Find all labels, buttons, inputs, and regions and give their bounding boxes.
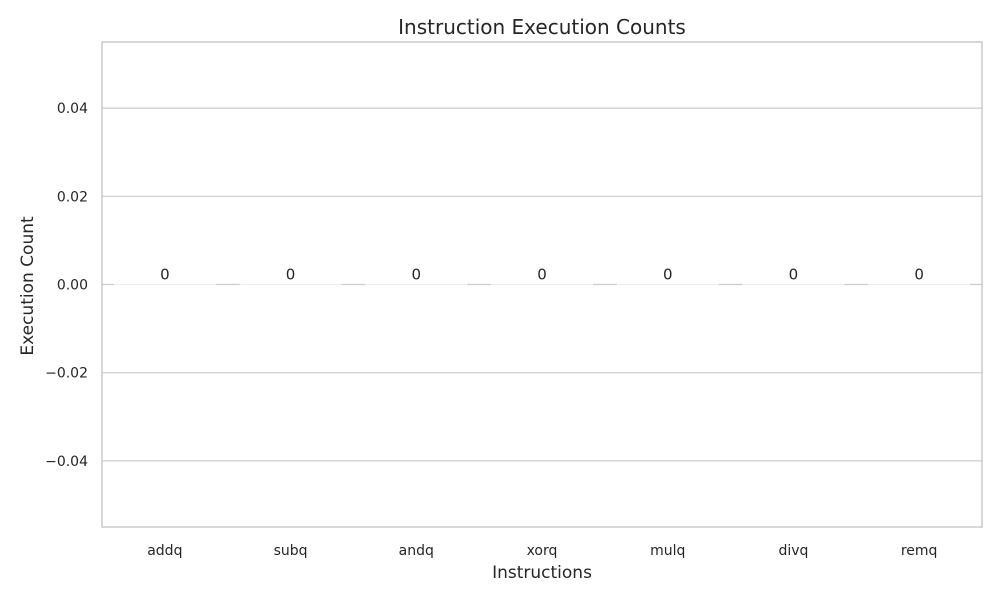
x-tick-label: xorq	[527, 543, 558, 559]
y-tick-label: −0.02	[45, 366, 88, 382]
bars	[114, 283, 970, 286]
data-label-subq: 0	[286, 266, 296, 284]
x-tick-label: addq	[147, 543, 182, 559]
x-tick-label: mulq	[650, 543, 685, 559]
data-label-divq: 0	[789, 266, 799, 284]
y-tick-label: 0.04	[57, 101, 88, 117]
bar-andq	[365, 283, 468, 286]
x-tick-label: divq	[778, 543, 808, 559]
plot-frame	[101, 41, 983, 528]
data-label-andq: 0	[412, 266, 422, 284]
data-label-mulq: 0	[663, 266, 673, 284]
y-tick-label: 0.00	[57, 278, 88, 294]
x-axis-label: Instructions	[492, 563, 592, 583]
bar-divq	[742, 283, 845, 286]
x-tick-label: andq	[399, 543, 434, 559]
bar-xorq	[491, 283, 593, 286]
bar-addq	[114, 283, 216, 286]
y-tick-labels: −0.04 −0.02 0.00 0.02 0.04	[45, 101, 88, 470]
y-tick-label: −0.04	[45, 454, 88, 470]
bar-remq	[868, 283, 970, 286]
x-tick-label: subq	[274, 543, 308, 559]
data-label-addq: 0	[160, 266, 170, 284]
chart-title: Instruction Execution Counts	[398, 15, 686, 39]
y-tick-label: 0.02	[57, 189, 88, 205]
data-label-xorq: 0	[537, 266, 547, 284]
x-tick-labels: addq subq andq xorq mulq divq remq	[147, 543, 937, 559]
bar-subq	[239, 283, 342, 286]
y-axis-label: Execution Count	[18, 216, 38, 356]
bar-mulq	[616, 283, 719, 286]
data-label-remq: 0	[914, 266, 924, 284]
data-labels: 0 0 0 0 0 0 0	[160, 266, 924, 284]
x-tick-label: remq	[901, 543, 938, 559]
